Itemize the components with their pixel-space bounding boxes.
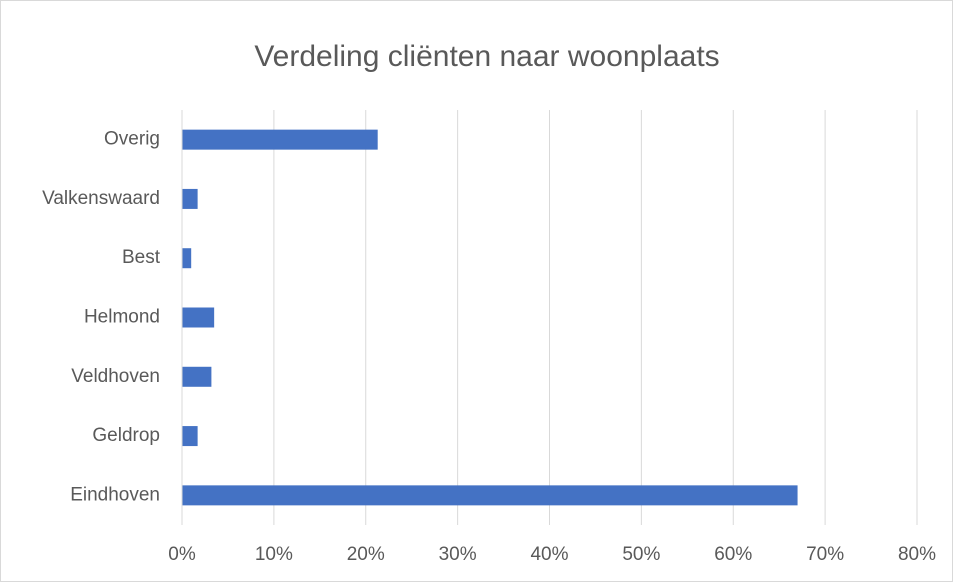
bar (182, 426, 198, 447)
x-tick-label: 30% (439, 544, 477, 565)
bar (182, 129, 378, 150)
x-tick-label: 80% (898, 544, 936, 565)
y-tick-label: Geldrop (92, 425, 160, 446)
y-tick-label: Overig (104, 129, 160, 150)
x-tick-label: 40% (530, 544, 568, 565)
bar (182, 485, 798, 506)
x-tick-label: 70% (806, 544, 844, 565)
x-tick-label: 20% (347, 544, 385, 565)
y-tick-label: Eindhoven (70, 484, 160, 505)
bar (182, 366, 212, 387)
bar (182, 248, 192, 269)
bar (182, 307, 215, 328)
y-tick-label: Helmond (84, 307, 160, 328)
bar (182, 188, 198, 209)
y-tick-label: Best (122, 247, 161, 268)
x-tick-label: 10% (255, 544, 293, 565)
x-tick-label: 50% (622, 544, 660, 565)
chart-title: Verdeling cliënten naar woonplaats (254, 40, 719, 73)
y-tick-label: Valkenswaard (42, 188, 160, 209)
x-tick-label: 60% (714, 544, 752, 565)
y-tick-label: Veldhoven (71, 366, 160, 387)
x-tick-label: 0% (168, 544, 196, 565)
